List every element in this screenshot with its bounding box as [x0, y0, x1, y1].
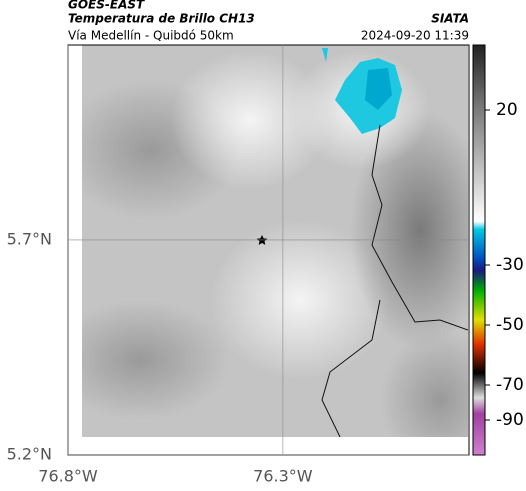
- product: Temperatura de Brillo CH13: [68, 12, 255, 26]
- source: SIATA: [431, 12, 469, 26]
- lon-tick-label: 76.3°W: [253, 467, 313, 486]
- timestamp: 2024-09-20 11:39: [361, 29, 469, 43]
- lat-tick-label: 5.2°N: [7, 445, 52, 464]
- satellite: GOES-EAST: [68, 0, 145, 12]
- colorbar-tick-label: 20: [496, 100, 518, 120]
- colorbar-tick-label: -70: [496, 375, 524, 395]
- colorbar: [472, 44, 486, 456]
- colorbar-tick-label: -90: [496, 410, 524, 430]
- lon-tick-label: 76.8°W: [38, 467, 98, 486]
- lat-tick-label: 5.7°N: [7, 229, 52, 248]
- region: Vía Medellín - Quibdó 50km: [68, 29, 234, 43]
- satellite-image: [82, 45, 468, 437]
- colorbar-tick-label: -50: [496, 315, 524, 335]
- colorbar-tick-label: -30: [496, 255, 524, 275]
